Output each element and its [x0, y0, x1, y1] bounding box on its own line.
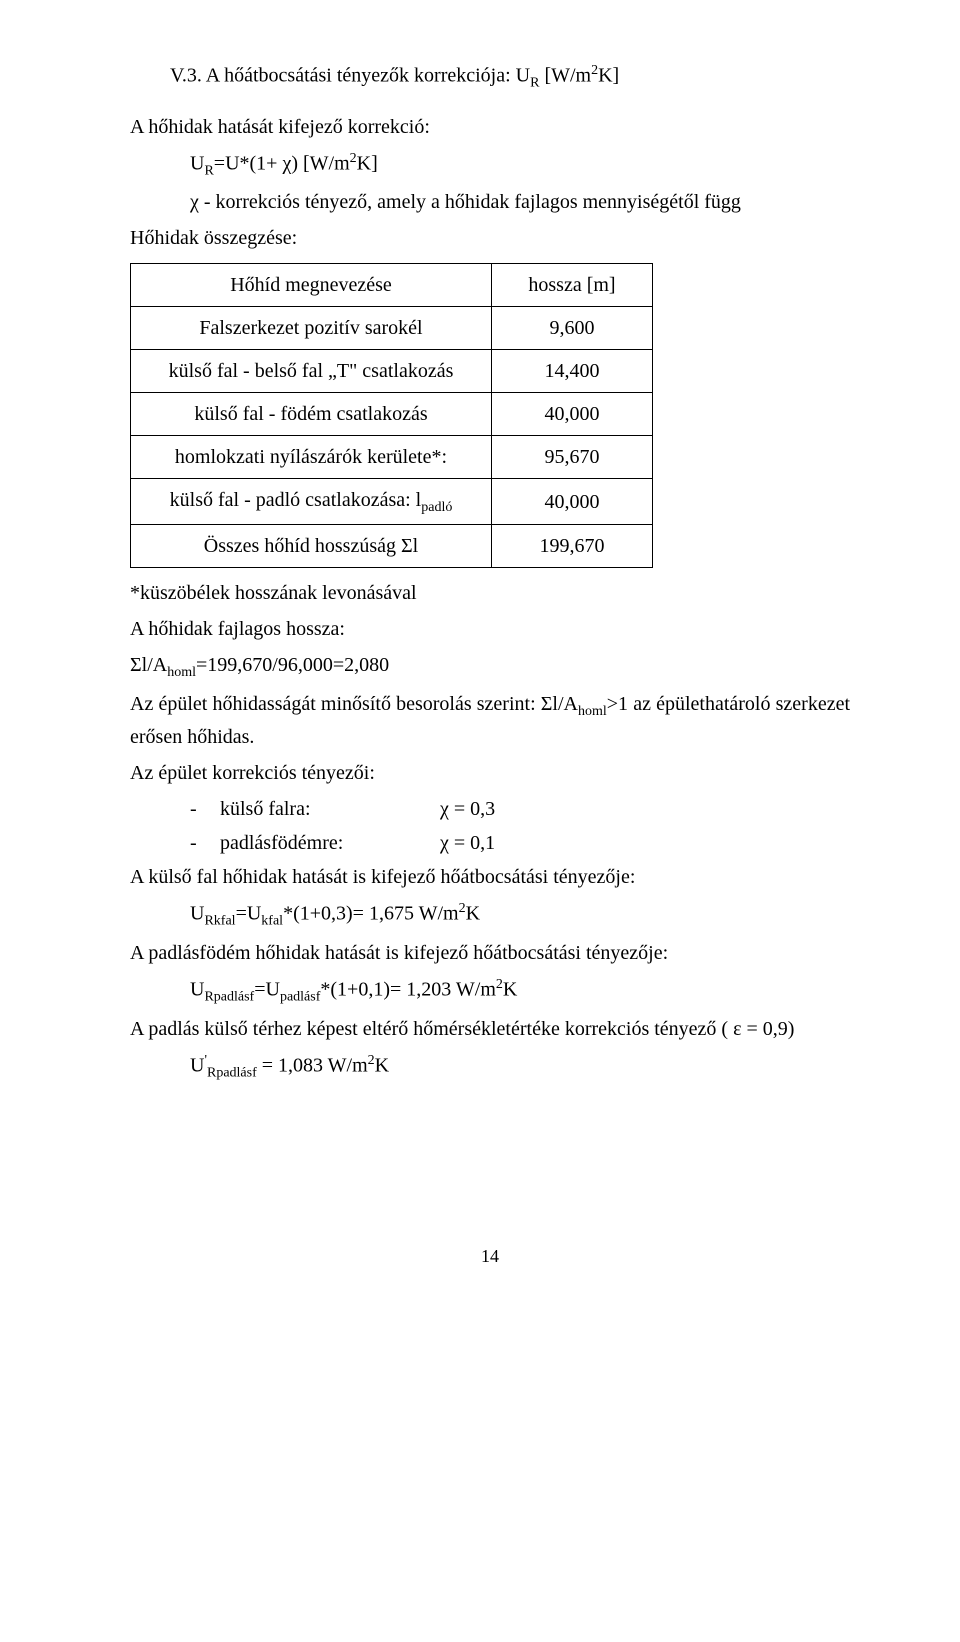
l2-mid: =U: [236, 903, 262, 925]
heading-unit-close: K]: [598, 65, 619, 87]
cell-name: külső fal - belső fal „T" csatlakozás: [131, 350, 492, 393]
l2-sub2: kfal: [261, 914, 283, 929]
hohid-table: Hőhíd megnevezése hossza [m] Falszerkeze…: [130, 263, 653, 568]
formula-line: UR=U*(1+ χ) [W/m2K]: [190, 148, 850, 182]
table-row: homlokzati nyílászárók kerülete*: 95,670: [131, 436, 653, 479]
th-length: hossza [m]: [492, 264, 653, 307]
formula-lhs-post: =U*(1+ χ) [W/m: [214, 152, 350, 174]
bullet-padlasfodem: - padlásfödémre: χ = 0,1: [190, 828, 850, 858]
bullet-kulso-fal: - külső falra: χ = 0,3: [190, 794, 850, 824]
l4-sub2: padlásf: [280, 990, 320, 1005]
formula-lhs-pre: U: [190, 152, 204, 174]
fajlagos-calc: Σl/Ahoml=199,670/96,000=2,080: [130, 650, 850, 683]
cell-name: külső fal - födém csatlakozás: [131, 393, 492, 436]
bullet-dash: -: [190, 794, 220, 824]
cell-val: 14,400: [492, 350, 653, 393]
l6-pre: U: [190, 1054, 204, 1076]
l2-post: *(1+0,3)= 1,675 W/m: [283, 903, 459, 925]
l3-pre: Σl/A: [130, 654, 167, 676]
table-row: külső fal - födém csatlakozás 40,000: [131, 393, 653, 436]
table-row: Falszerkezet pozitív sarokél 9,600: [131, 307, 653, 350]
l6-mid: = 1,083 W/m: [257, 1054, 368, 1076]
padlasf-calc: URpadlásf=Upadlásf*(1+0,1)= 1,203 W/m2K: [190, 974, 850, 1008]
l2-sup: 2: [459, 901, 466, 916]
l2-pre: U: [190, 903, 204, 925]
summary-label: Hőhidak összegzése:: [130, 223, 850, 253]
cell-val: 199,670: [492, 525, 653, 568]
heading-unit-open: [W/m: [539, 65, 591, 87]
cell-val: 40,000: [492, 393, 653, 436]
l2-sub1: Rkfal: [204, 914, 235, 929]
kfal-label: A külső fal hőhidak hatását is kifejező …: [130, 862, 850, 892]
bullet-val: χ = 0,1: [440, 828, 495, 858]
l2-end: K: [466, 903, 480, 925]
cell-val: 95,670: [492, 436, 653, 479]
cell-val: 9,600: [492, 307, 653, 350]
bullet-label: külső falra:: [220, 794, 440, 824]
th-name: Hőhíd megnevezése: [131, 264, 492, 307]
bullet-dash: -: [190, 828, 220, 858]
padlasf-label: A padlásfödém hőhidak hatását is kifejez…: [130, 938, 850, 968]
table-row-sum: Összes hőhíd hosszúság Σl 199,670: [131, 525, 653, 568]
cell-name: külső fal - padló csatlakozása: lpadló: [131, 479, 492, 525]
table-row: külső fal - padló csatlakozása: lpadló 4…: [131, 479, 653, 525]
cell-name: Összes hőhíd hosszúság Σl: [131, 525, 492, 568]
l4-sub: homl: [578, 704, 607, 719]
kfal-calc: URkfal=Ukfal*(1+0,3)= 1,675 W/m2K: [190, 898, 850, 932]
heading-prefix: V.3. A hőátbocsátási tényezők korrekciój…: [170, 65, 530, 87]
l6-sup2: 2: [368, 1053, 375, 1068]
cell-name: Falszerkezet pozitív sarokél: [131, 307, 492, 350]
table-row: külső fal - belső fal „T" csatlakozás 14…: [131, 350, 653, 393]
l4-end: K: [503, 979, 517, 1001]
padlo-sub: padló: [421, 500, 452, 515]
l6-sub1: Rpadlásf: [207, 1065, 257, 1080]
fajlagos-label: A hőhidak fajlagos hossza:: [130, 614, 850, 644]
final-calc: U'Rpadlásf = 1,083 W/m2K: [190, 1050, 850, 1084]
formula-lhs-end: K]: [357, 152, 378, 174]
intro-line: A hőhidak hatását kifejező korrekció:: [130, 112, 850, 142]
cell-name: homlokzati nyílászárók kerülete*:: [131, 436, 492, 479]
eps-line: A padlás külső térhez képest eltérő hőmé…: [130, 1014, 850, 1044]
formula-lhs-sub: R: [204, 163, 213, 178]
l4-pre: Az épület hőhidasságát minősítő besorolá…: [130, 693, 578, 715]
bullet-label: padlásfödémre:: [220, 828, 440, 858]
l3-sub: homl: [167, 665, 196, 680]
l3-post: =199,670/96,000=2,080: [196, 654, 389, 676]
l4-mid: =U: [254, 979, 280, 1001]
l4-pre: U: [190, 979, 204, 1001]
l4-sup: 2: [496, 977, 503, 992]
classification-line: Az épület hőhidasságát minősítő besorolá…: [130, 689, 850, 752]
l6-end: K: [375, 1054, 389, 1076]
l4-sub1: Rpadlásf: [204, 990, 254, 1005]
chi-line: χ - korrekciós tényező, amely a hőhidak …: [190, 187, 850, 217]
padlo-pre: külső fal - padló csatlakozása: l: [170, 489, 422, 511]
l4-post: *(1+0,1)= 1,203 W/m: [320, 979, 496, 1001]
note-threshold: *küszöbélek hosszának levonásával: [130, 578, 850, 608]
section-heading: V.3. A hőátbocsátási tényezők korrekciój…: [170, 60, 850, 94]
table-header-row: Hőhíd megnevezése hossza [m]: [131, 264, 653, 307]
corr-factors-label: Az épület korrekciós tényezői:: [130, 758, 850, 788]
bullet-val: χ = 0,3: [440, 794, 495, 824]
formula-lhs-sup: 2: [350, 151, 357, 166]
page-number: 14: [130, 1243, 850, 1270]
cell-val: 40,000: [492, 479, 653, 525]
